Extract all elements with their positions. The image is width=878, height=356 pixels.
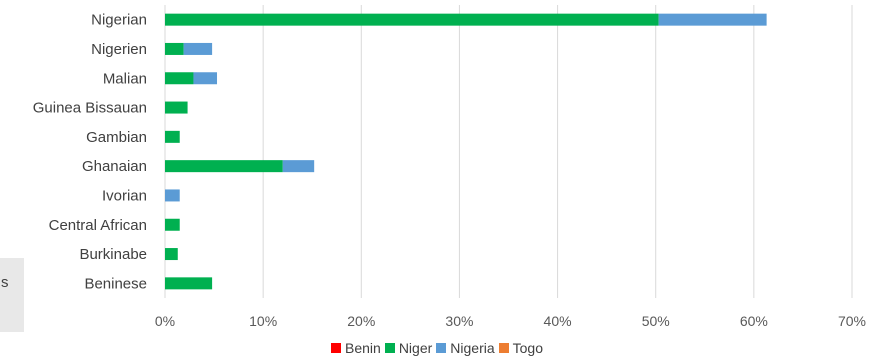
legend-swatch	[331, 342, 341, 353]
category-label: Gambian	[86, 129, 147, 146]
category-label: Central African	[49, 217, 147, 234]
bar-segment	[193, 72, 218, 85]
legend-label: Niger	[398, 339, 433, 356]
bar-segment	[658, 13, 767, 26]
bar-segment	[165, 13, 659, 26]
x-tick-label: 30%	[445, 313, 473, 329]
legend-item: Nigeria	[436, 339, 495, 356]
bar-segment	[165, 72, 194, 85]
bar-segment	[165, 160, 283, 173]
side-panel: s	[0, 258, 24, 332]
category-label: Guinea Bissauan	[33, 100, 147, 117]
x-tick-label: 0%	[155, 313, 175, 329]
bar-segment	[165, 218, 180, 231]
chart-legend: Benin Niger Nigeria Togo	[0, 339, 878, 356]
category-label: Nigerian	[91, 12, 147, 29]
legend-swatch	[436, 342, 447, 353]
bar-segment	[165, 130, 180, 143]
x-tick-label: 70%	[838, 313, 866, 329]
x-tick-label: 60%	[740, 313, 768, 329]
category-label: Beninese	[84, 275, 147, 292]
legend-item: Benin	[331, 340, 381, 356]
legend-item: Togo	[498, 339, 543, 356]
x-tick-label: 20%	[347, 313, 375, 329]
bar-segment	[282, 160, 315, 173]
legend-label: Togo	[512, 339, 543, 356]
bar-segment	[165, 189, 180, 202]
bar-segment	[165, 101, 188, 114]
legend-item: Niger	[384, 339, 433, 356]
side-panel-text: s	[1, 274, 9, 291]
legend-label: Nigeria	[450, 339, 495, 356]
category-label: Ivorian	[102, 187, 147, 204]
legend-swatch	[384, 342, 395, 353]
bar-segment	[165, 248, 178, 261]
bar-segment	[165, 42, 184, 55]
category-label: Ghanaian	[82, 158, 147, 175]
bar-segment	[165, 277, 213, 290]
stacked-bar-chart: 0% 10% 20% 30% 40% 50% 60% 70% Nigerian Nigerien M…	[33, 5, 866, 329]
legend-swatch	[498, 342, 509, 353]
category-label: Malian	[103, 70, 147, 87]
category-label: Burkinabe	[79, 246, 147, 263]
category-label: Nigerien	[91, 41, 147, 58]
x-tick-label: 10%	[249, 313, 277, 329]
x-tick-label: 40%	[544, 313, 572, 329]
x-tick-label: 50%	[642, 313, 670, 329]
bar-segment	[183, 42, 213, 55]
legend-label: Benin	[345, 339, 381, 356]
